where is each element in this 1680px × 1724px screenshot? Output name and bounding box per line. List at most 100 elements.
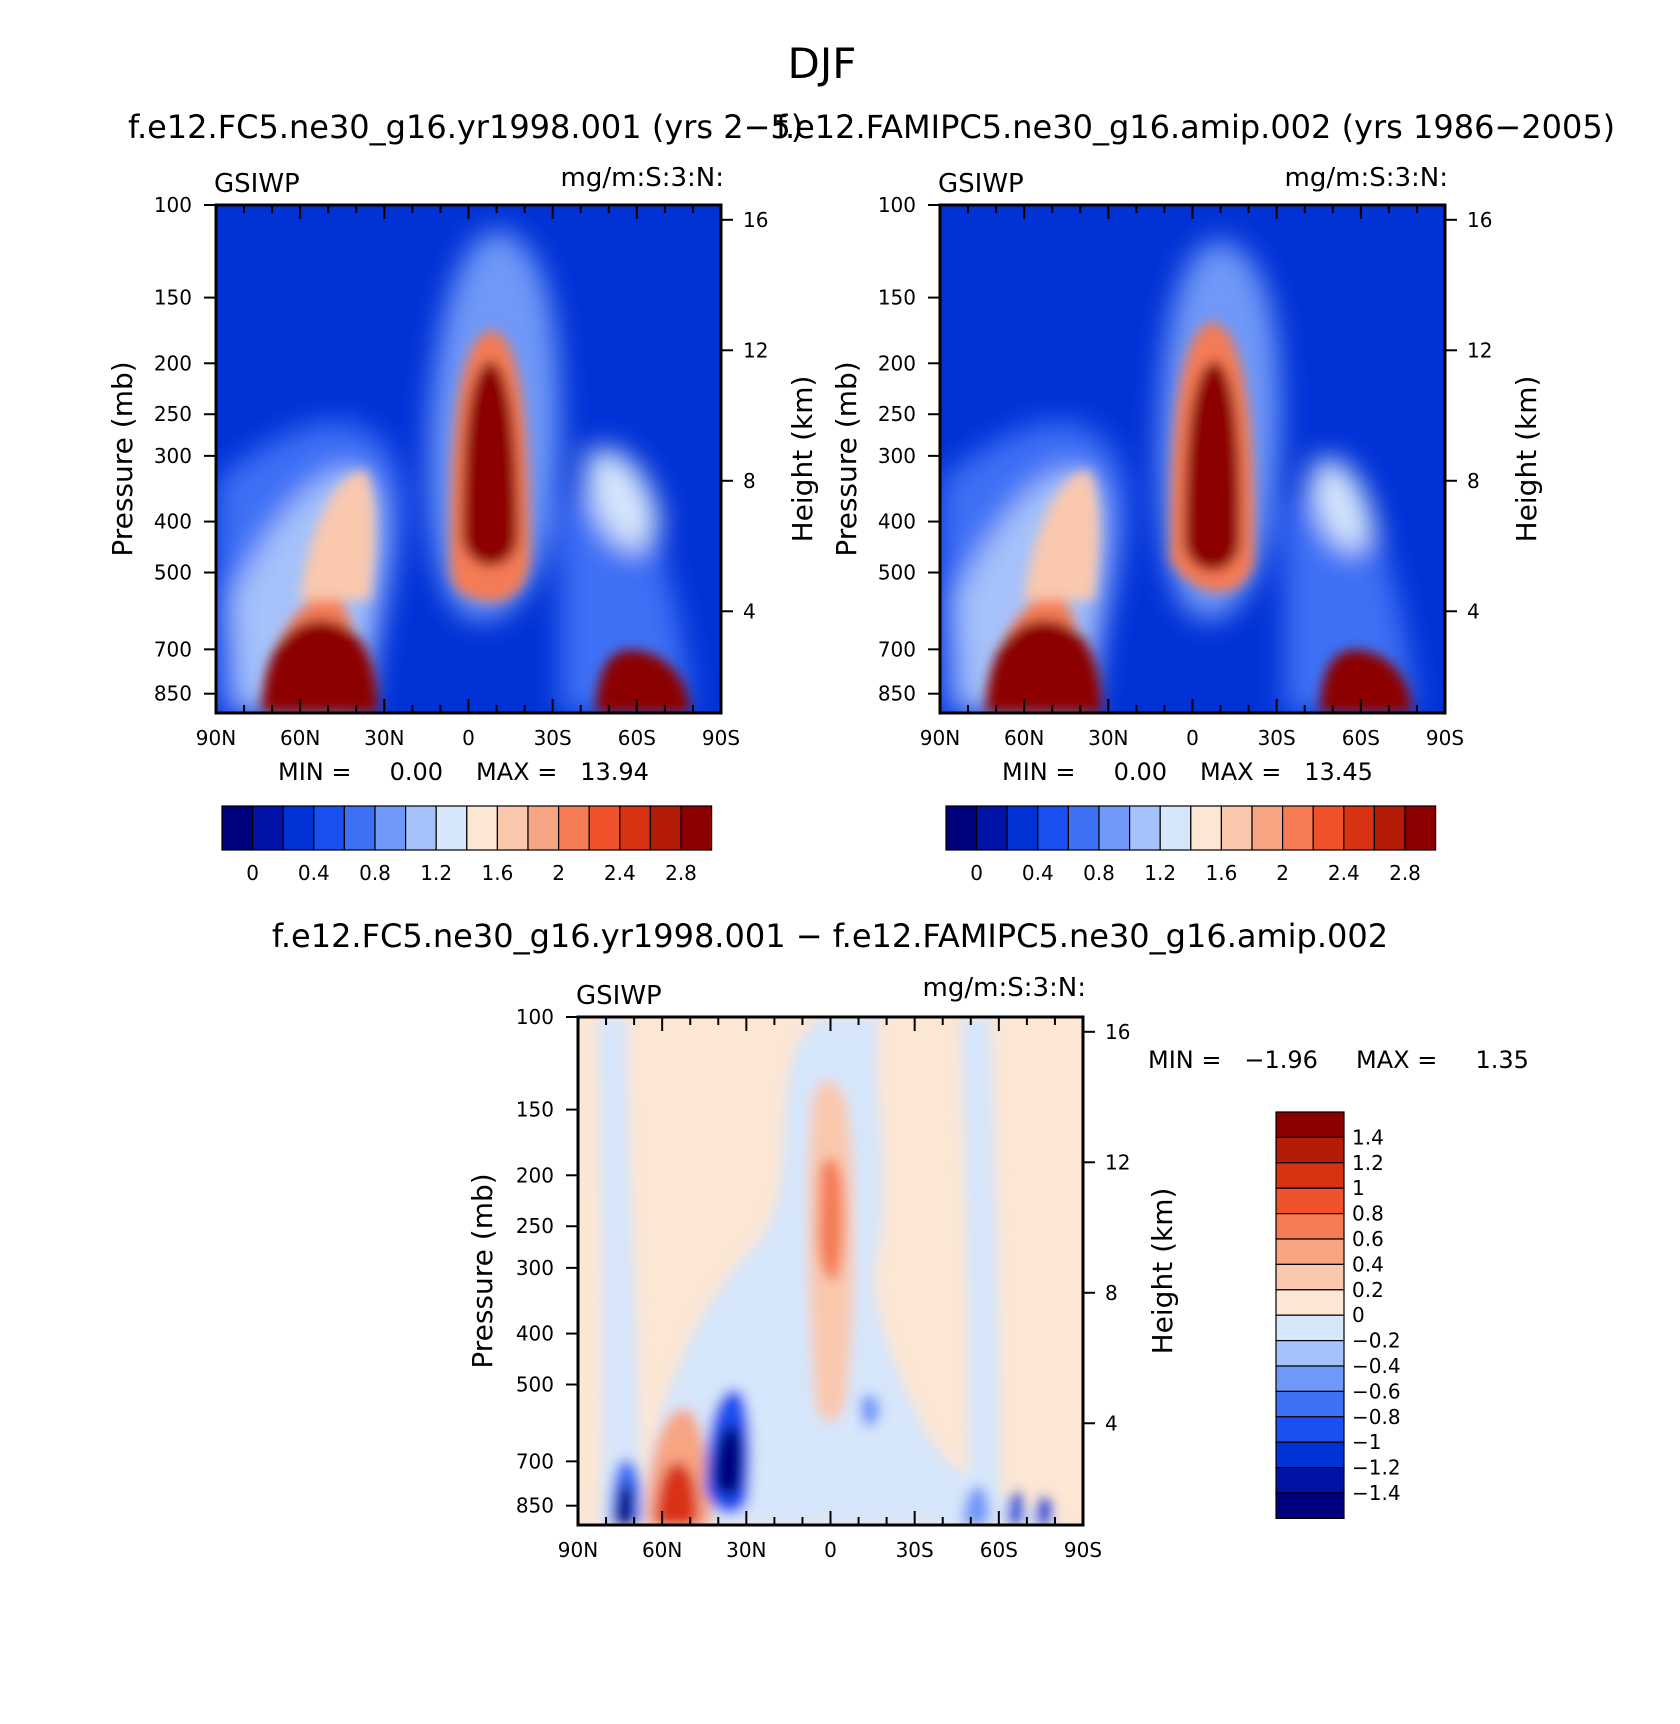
colorbar-label: −0.8 — [1352, 1405, 1401, 1429]
colorbar-box — [1251, 805, 1284, 851]
colorbar-box — [527, 805, 560, 851]
colorbar-box — [1343, 805, 1376, 851]
panel-3-y-axis-label: Pressure (mb) — [466, 1173, 499, 1368]
colorbar-label: 1.4 — [1352, 1125, 1384, 1149]
colorbar-box — [1275, 1390, 1345, 1418]
panel-3-min-value: MIN = −1.96 — [1148, 1046, 1318, 1074]
colorbar-label: 2.4 — [604, 861, 636, 885]
height-tick-label: 4 — [743, 599, 756, 623]
colorbar-label: 0.4 — [298, 861, 330, 885]
y-tick-label: 700 — [516, 1449, 554, 1473]
height-tick-label: 12 — [743, 338, 768, 362]
colorbar-box — [466, 805, 498, 851]
colorbar-box — [1275, 1441, 1345, 1469]
y-tick-label: 100 — [516, 1005, 554, 1029]
colorbar-box — [1404, 805, 1437, 851]
y-tick-label: 250 — [516, 1214, 554, 1238]
y-tick-label: 100 — [878, 193, 916, 217]
colorbar-label: 2.8 — [665, 861, 697, 885]
colorbar-box — [557, 805, 590, 851]
y-tick-label: 250 — [878, 402, 916, 426]
colorbar-box — [1275, 1492, 1345, 1519]
colorbar-box — [1275, 1187, 1345, 1215]
colorbar-label: 2 — [1276, 861, 1289, 885]
y-tick-label: 300 — [516, 1256, 554, 1280]
y-tick-label: 700 — [878, 637, 916, 661]
x-tick-label: 60S — [618, 726, 656, 750]
y-tick-label: 500 — [516, 1373, 554, 1397]
height-tick-label: 4 — [1467, 599, 1480, 623]
colorbar-box — [1275, 1365, 1345, 1392]
y-tick-label: 700 — [154, 637, 192, 661]
colorbar-box — [1275, 1416, 1345, 1443]
y-tick-label: 150 — [154, 286, 192, 310]
colorbar-label: −0.4 — [1352, 1354, 1401, 1378]
colorbar-box — [252, 805, 284, 851]
colorbar-box — [1275, 1263, 1345, 1291]
panel-2-min-value: MIN = 0.00 — [1002, 758, 1167, 786]
x-tick-label: 90N — [920, 726, 960, 750]
colorbar-label: 2.8 — [1389, 861, 1421, 885]
colorbar-label: 0.6 — [1352, 1227, 1384, 1251]
panel-1-colorbar: 0 0.4 0.8 1.2 1.6 2 2.4 2.8 — [221, 805, 713, 885]
x-tick-label: 30S — [534, 726, 572, 750]
y-tick-label: 500 — [154, 561, 192, 585]
colorbar-label: 0.2 — [1352, 1278, 1384, 1302]
x-tick-label: 30N — [364, 726, 404, 750]
colorbar-box — [1275, 1111, 1345, 1138]
colorbar-label: 1.2 — [1144, 861, 1176, 885]
colorbar-box — [1190, 805, 1223, 851]
colorbar-label: −0.6 — [1352, 1379, 1401, 1403]
y-tick-label: 250 — [154, 402, 192, 426]
height-tick-label: 8 — [1105, 1281, 1118, 1305]
colorbar-label: −1 — [1352, 1430, 1381, 1454]
colorbar-box — [619, 805, 651, 851]
colorbar-box — [282, 805, 315, 851]
colorbar-box — [680, 805, 713, 851]
x-tick-label: 30S — [1258, 726, 1296, 750]
x-tick-label: 30N — [726, 1538, 766, 1562]
colorbar-box — [945, 805, 978, 851]
panel-2-variable-label: GSIWP — [938, 169, 1024, 199]
colorbar-box — [1281, 805, 1314, 851]
height-tick-label: 16 — [1467, 208, 1492, 232]
colorbar-box — [1275, 1339, 1345, 1367]
colorbar-box — [221, 805, 254, 851]
colorbar-label: 0.8 — [1083, 861, 1115, 885]
x-tick-label: 60N — [642, 1538, 682, 1562]
height-tick-label: 16 — [743, 208, 768, 232]
colorbar-box — [975, 805, 1008, 851]
colorbar-box — [496, 805, 529, 851]
panel-1-y-axis-label: Pressure (mb) — [106, 361, 139, 556]
colorbar-box — [1275, 1136, 1345, 1164]
x-tick-label: 60N — [280, 726, 320, 750]
colorbar-label: −1.4 — [1352, 1481, 1401, 1505]
y-tick-label: 850 — [878, 682, 916, 706]
height-tick-label: 4 — [1105, 1411, 1118, 1435]
x-tick-label: 90S — [702, 726, 740, 750]
panel-2-units-label: mg/m:S:3:N: — [1285, 163, 1448, 193]
panel-3-units-label: mg/m:S:3:N: — [923, 973, 1086, 1003]
colorbar-label: −1.2 — [1352, 1456, 1401, 1480]
y-tick-label: 200 — [878, 351, 916, 375]
colorbar-label: 0 — [970, 861, 983, 885]
y-tick-label: 150 — [516, 1098, 554, 1122]
colorbar-box — [1275, 1289, 1345, 1316]
y-tick-label: 150 — [878, 286, 916, 310]
colorbar-label: 0.8 — [359, 861, 391, 885]
colorbar-label: −0.2 — [1352, 1329, 1401, 1353]
colorbar-label: 0.8 — [1352, 1202, 1384, 1226]
colorbar-label: 1.2 — [1352, 1151, 1384, 1175]
panel-2-colorbar: 0 0.4 0.8 1.2 1.6 2 2.4 2.8 — [945, 805, 1437, 885]
x-tick-label: 90N — [196, 726, 236, 750]
colorbar-label: 2 — [552, 861, 565, 885]
height-tick-label: 12 — [1467, 338, 1492, 362]
panel-3-variable-label: GSIWP — [576, 981, 662, 1011]
panel-3-colorbar: 1.41.210.80.60.40.20−0.2−0.4−0.6−0.8−1−1… — [1275, 1111, 1401, 1519]
x-tick-label: 60N — [1004, 726, 1044, 750]
colorbar-box — [1275, 1162, 1345, 1189]
colorbar-label: 0 — [246, 861, 259, 885]
x-tick-label: 0 — [1186, 726, 1199, 750]
panel-model-1: f.e12.FC5.ne30_g16.yr1998.001 (yrs 2−5) … — [106, 108, 819, 885]
colorbar-label: 2.4 — [1328, 861, 1360, 885]
